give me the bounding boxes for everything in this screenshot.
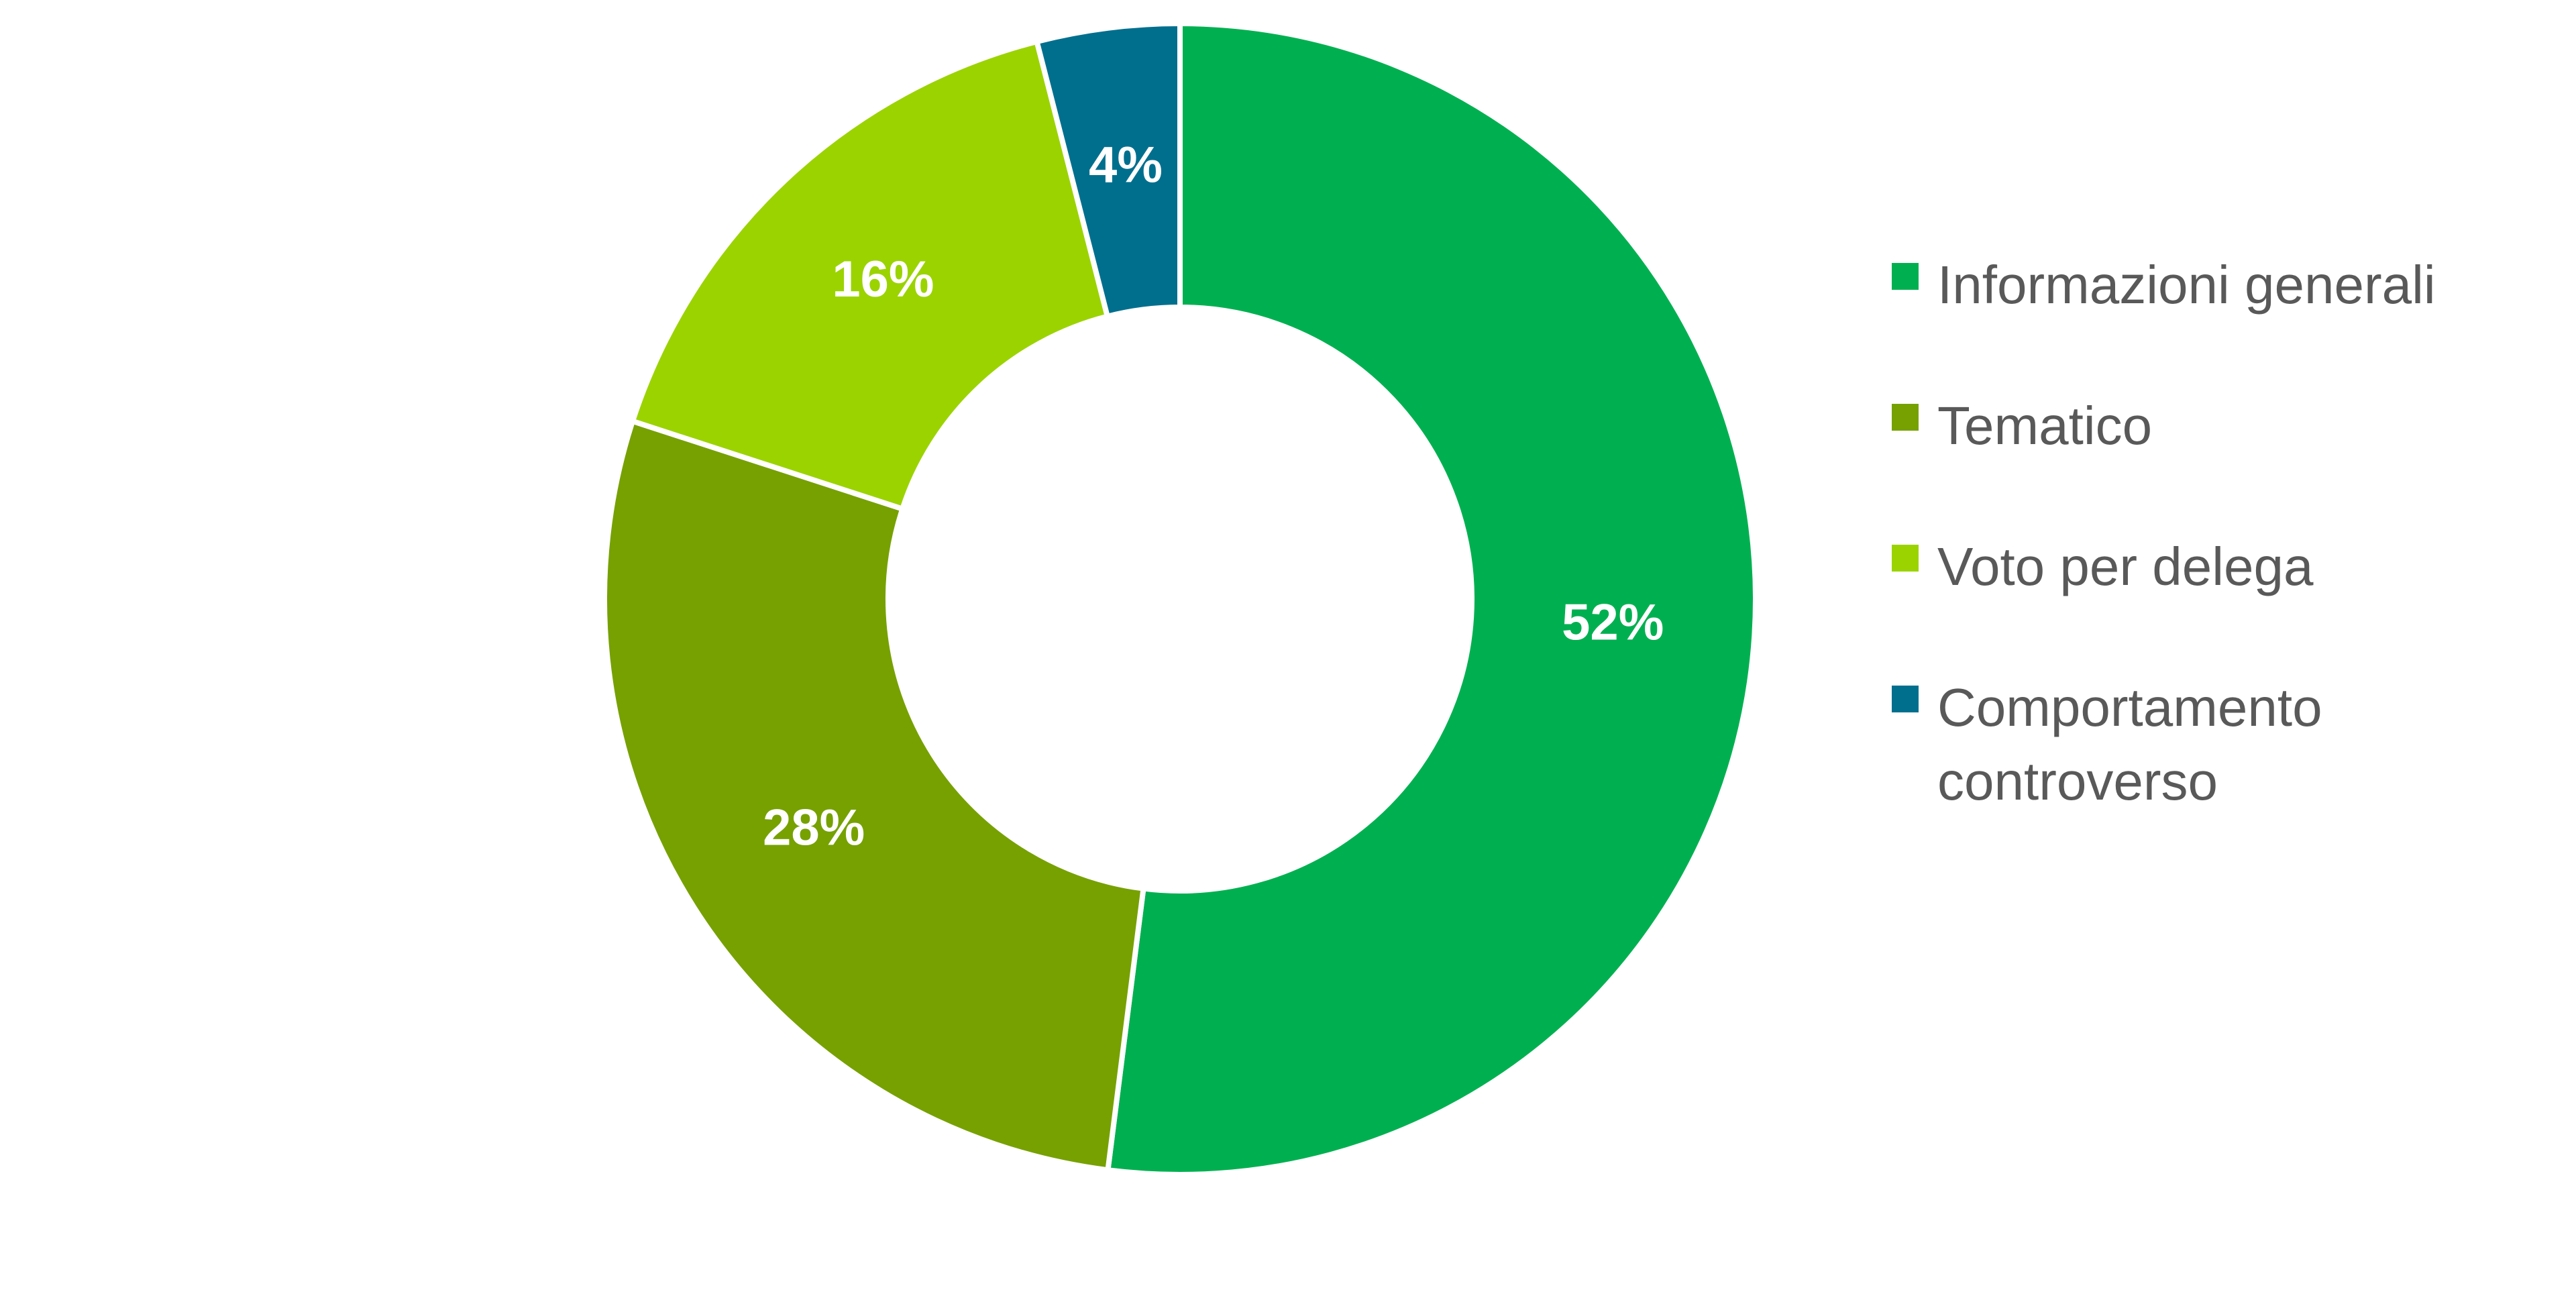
- legend-item: Informazioni generali: [1892, 248, 2522, 322]
- donut-slice: [1033, 20, 1183, 320]
- legend-item: Comportamento controverso: [1892, 671, 2522, 818]
- legend-swatch: [1892, 263, 1919, 290]
- legend-label: Tematico: [1937, 396, 2153, 455]
- legend-swatch: [1892, 686, 1919, 712]
- legend-swatch: [1892, 545, 1919, 572]
- data-label: 16%: [832, 251, 934, 308]
- legend-label: Informazioni generali: [1937, 255, 2436, 315]
- legend-label: Voto per delega: [1937, 537, 2314, 596]
- donut-slice: [1104, 20, 1759, 1177]
- legend-item: Tematico: [1892, 389, 2522, 463]
- data-label: 4%: [1089, 137, 1163, 194]
- donut-slice: [629, 38, 1111, 513]
- legend-label: Comportamento controverso: [1937, 678, 2322, 811]
- legend-item: Voto per delega: [1892, 530, 2522, 604]
- data-label: 28%: [763, 799, 865, 856]
- data-label: 52%: [1562, 594, 1664, 651]
- legend: Informazioni generali Tematico Voto per de…: [1892, 248, 2522, 885]
- legend-swatch: [1892, 404, 1919, 431]
- donut-slice: [602, 417, 1146, 1173]
